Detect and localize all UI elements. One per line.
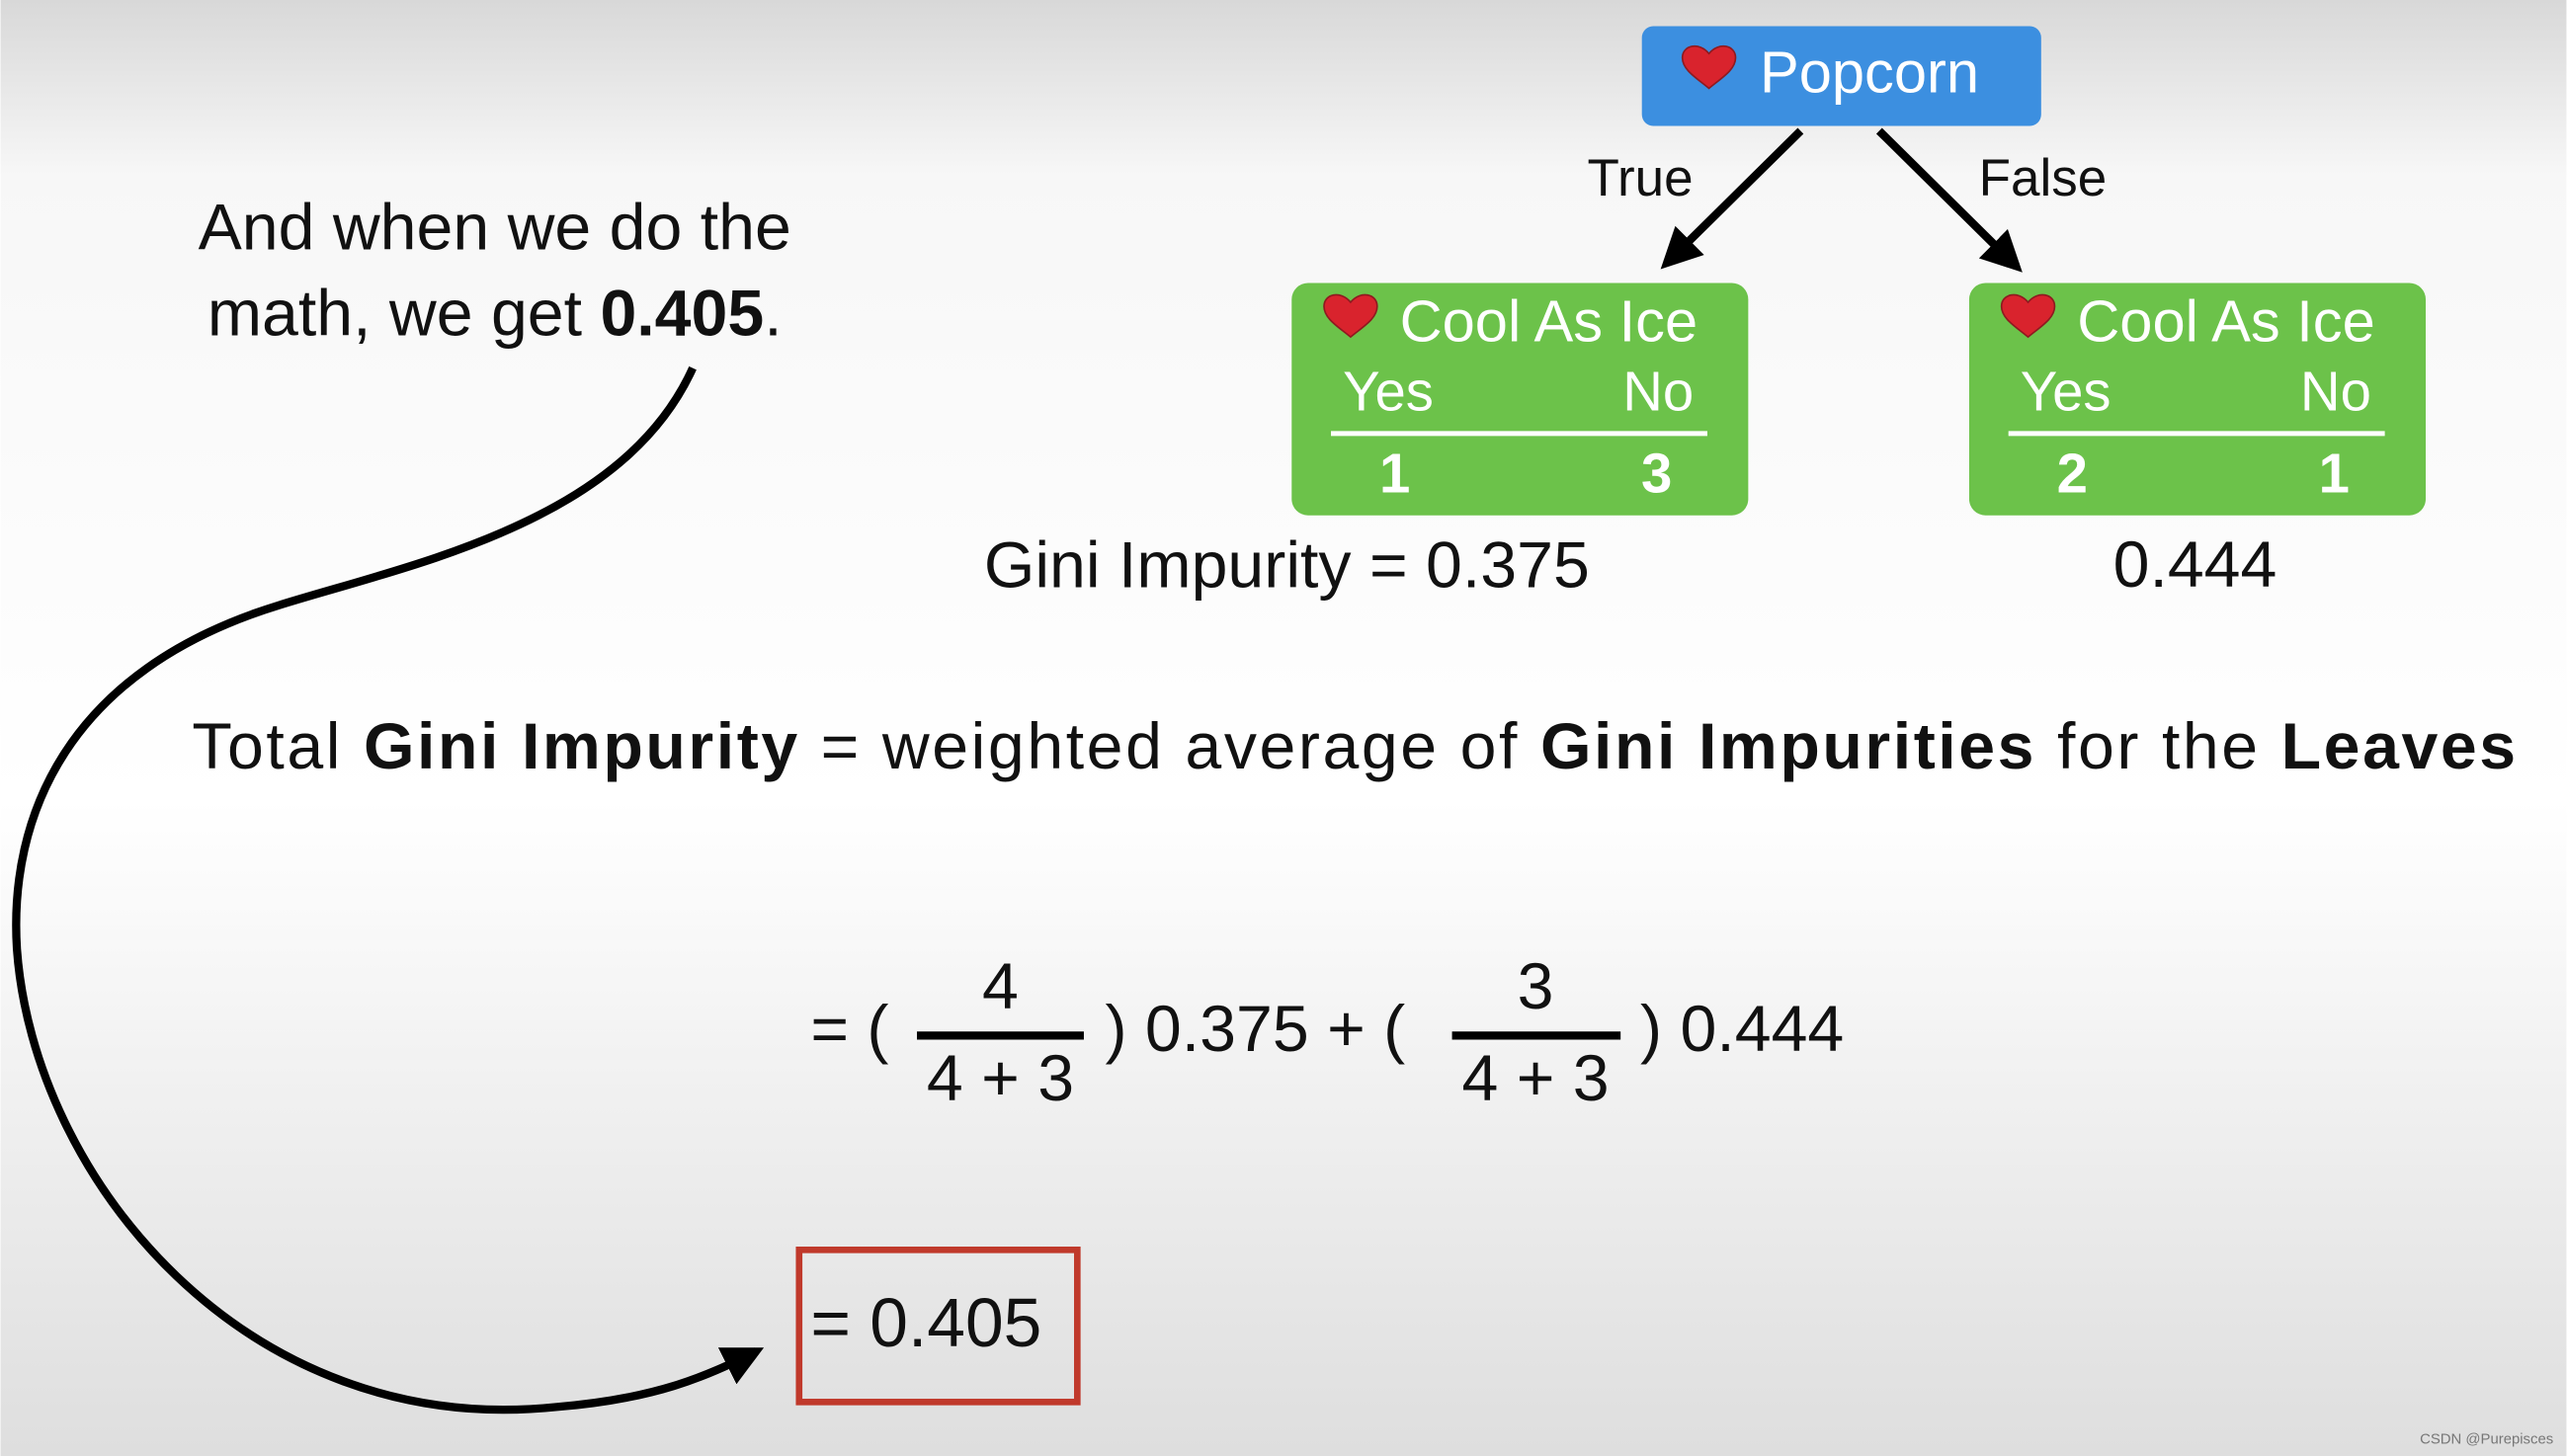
yes-label: Yes xyxy=(1343,361,1434,423)
leaf-node xyxy=(1291,283,1749,516)
text: Total xyxy=(192,710,361,783)
gini-label: Gini Impurity = 0.375 xyxy=(984,528,1590,602)
no-count: 1 xyxy=(2319,442,2350,504)
text: 0.405 xyxy=(600,277,764,350)
yes-count: 1 xyxy=(1379,442,1410,504)
yes-label: Yes xyxy=(2021,361,2112,423)
root-label: Popcorn xyxy=(1760,40,1979,106)
formula-text: ) 0.444 xyxy=(1640,993,1844,1066)
root-node xyxy=(1641,26,2041,126)
result: = 0.405 xyxy=(810,1284,1041,1361)
watermark: CSDN @Purepisces xyxy=(2420,1431,2553,1447)
gini-value: 0.444 xyxy=(2113,528,2277,602)
formula-text: ) 0.375 + ( xyxy=(1105,993,1405,1066)
text: math, we get xyxy=(207,277,601,350)
text: Gini Impurity xyxy=(364,710,797,783)
yes-count: 2 xyxy=(2057,442,2088,504)
numerator: 3 xyxy=(1518,950,1554,1023)
numerator: 4 xyxy=(982,950,1019,1023)
definition: Total Gini Impurity = weighted average o… xyxy=(192,710,2516,783)
text: Gini Impurities xyxy=(1540,710,2034,783)
narration-line: And when we do the xyxy=(199,192,791,265)
text: . xyxy=(764,277,782,350)
edge-arrow xyxy=(1660,127,1804,270)
text: for the xyxy=(2036,710,2278,783)
edge-label: True xyxy=(1588,149,1694,207)
no-label: No xyxy=(2300,361,2371,423)
denominator: 4 + 3 xyxy=(927,1042,1074,1115)
text: 0.375 xyxy=(1426,528,1590,602)
text: Gini Impurity = xyxy=(984,528,1426,602)
denominator: 4 + 3 xyxy=(1461,1042,1609,1115)
curved-arrow xyxy=(12,365,765,1415)
leaf-node xyxy=(1968,283,2427,516)
text: = weighted average of xyxy=(800,710,1538,783)
narration-line: math, we get 0.405. xyxy=(207,277,783,350)
no-label: No xyxy=(1622,361,1694,423)
formula-text: = ( xyxy=(810,993,888,1066)
edge-label: False xyxy=(1979,149,2108,207)
leaf-label: Cool As Ice xyxy=(2077,287,2375,354)
text: Leaves xyxy=(2281,710,2516,783)
edge-arrow xyxy=(1875,127,2023,273)
no-count: 3 xyxy=(1641,442,1672,504)
leaf-label: Cool As Ice xyxy=(1400,287,1698,354)
result-box xyxy=(795,1247,1081,1406)
